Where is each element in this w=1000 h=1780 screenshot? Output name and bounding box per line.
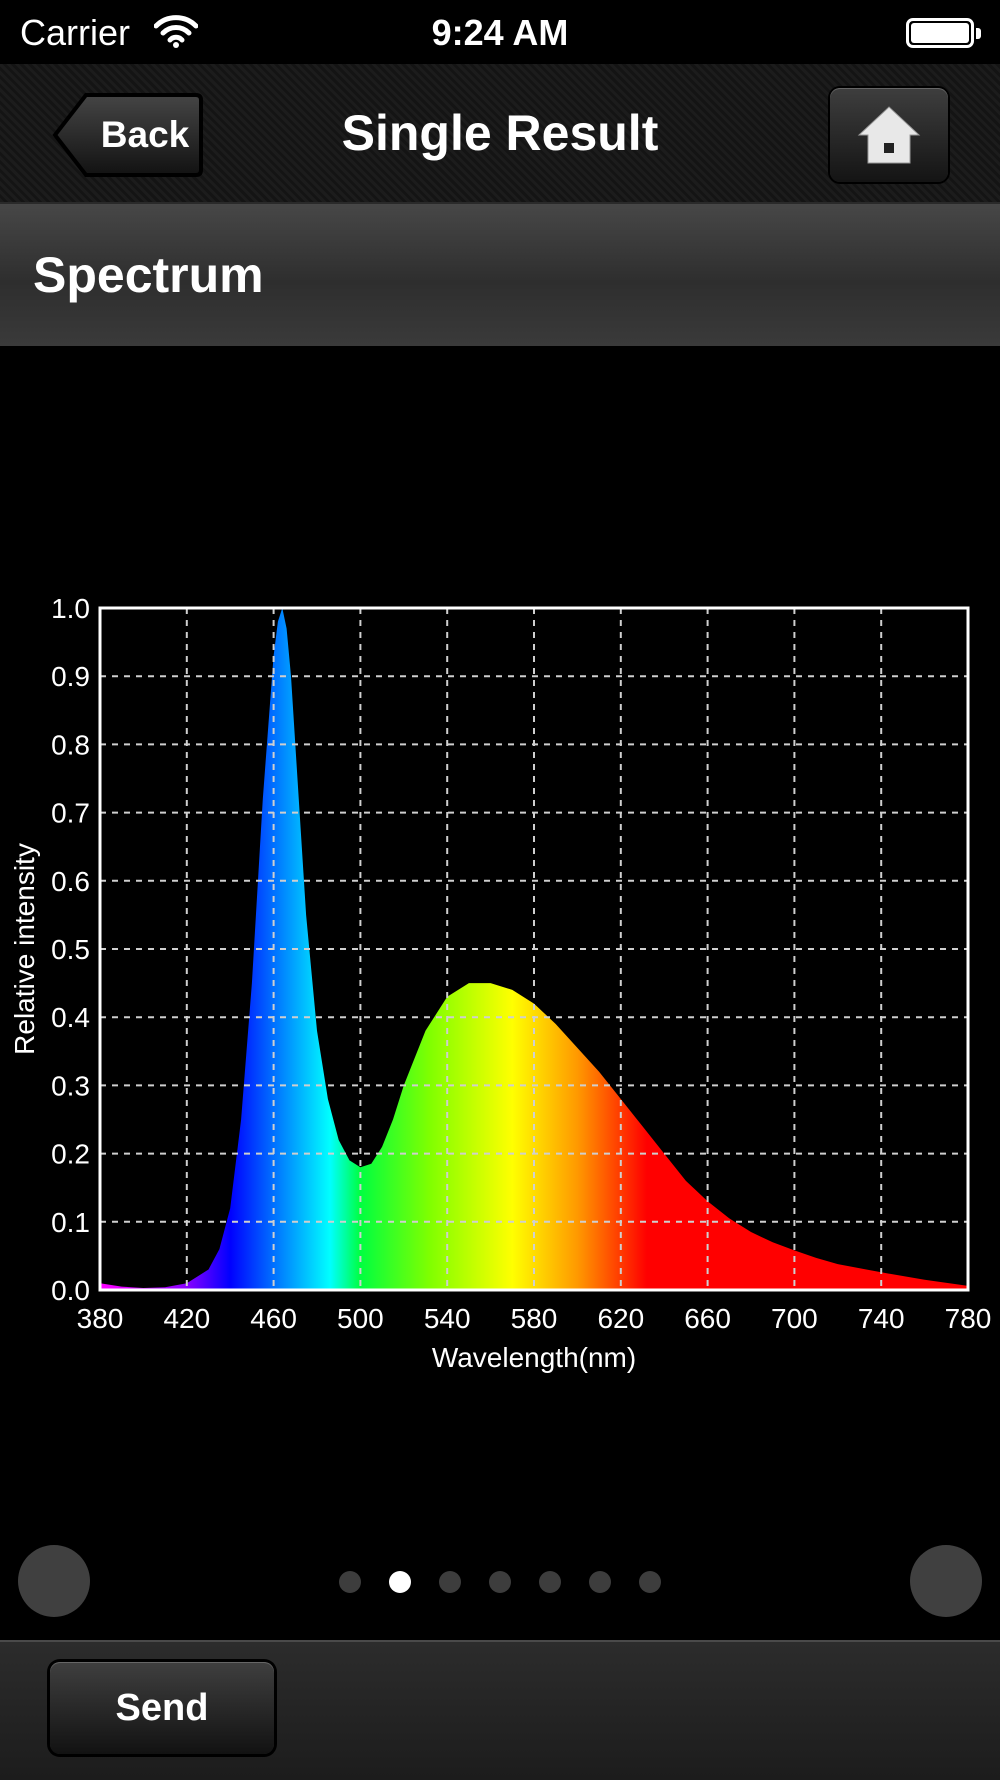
y-tick-label: 0.5	[51, 934, 90, 965]
wifi-icon	[154, 15, 198, 48]
section-header: Spectrum	[0, 204, 1000, 346]
x-tick-label: 500	[337, 1303, 384, 1334]
x-tick-label: 620	[597, 1303, 644, 1334]
page-dot[interactable]	[539, 1571, 561, 1593]
x-tick-label: 740	[858, 1303, 905, 1334]
page-dot[interactable]	[589, 1571, 611, 1593]
y-tick-label: 1.0	[51, 593, 90, 624]
back-button[interactable]: Back	[52, 92, 204, 178]
section-title: Spectrum	[33, 247, 264, 303]
spectrum-area	[100, 608, 968, 1290]
page-title: Single Result	[341, 105, 659, 161]
page-dot[interactable]	[639, 1571, 661, 1593]
page-dot[interactable]	[489, 1571, 511, 1593]
x-tick-label: 460	[250, 1303, 297, 1334]
carrier-label: Carrier	[20, 12, 131, 53]
y-axis-label: Relative intensity	[9, 843, 40, 1055]
page-dot[interactable]	[389, 1571, 411, 1593]
x-tick-label: 380	[77, 1303, 124, 1334]
status-bar: Carrier 9:24 AM	[0, 0, 1000, 64]
y-tick-label: 0.7	[51, 798, 90, 829]
page-dot[interactable]	[339, 1571, 361, 1593]
y-tick-label: 0.4	[51, 1002, 90, 1033]
y-tick-label: 0.2	[51, 1139, 90, 1170]
y-tick-label: 0.9	[51, 661, 90, 692]
home-button[interactable]	[830, 88, 948, 182]
x-tick-label: 540	[424, 1303, 471, 1334]
plot-frame	[98, 606, 970, 1292]
battery-icon	[906, 18, 974, 48]
spectrum-chart: 380 420 460 500 540 580 620 660 700 740 780 0.0 0.1 0…	[0, 580, 1000, 1380]
x-tick-label: 420	[163, 1303, 210, 1334]
x-tick-label: 660	[684, 1303, 731, 1334]
previous-page-button[interactable]	[18, 1545, 90, 1617]
grid-layer	[100, 608, 968, 1290]
bottom-toolbar: Send	[0, 1640, 1000, 1780]
next-page-button[interactable]	[910, 1545, 982, 1617]
send-button[interactable]: Send	[50, 1662, 274, 1754]
navigation-bar: Back Single Result	[0, 64, 1000, 204]
back-button-label: Back	[100, 114, 190, 155]
y-tick-label: 0.8	[51, 729, 90, 760]
y-tick-label: 0.3	[51, 1070, 90, 1101]
back-arrow-shape	[52, 93, 203, 177]
spectrum-area-layer	[100, 608, 968, 1290]
tick-labels: 380 420 460 500 540 580 620 660 700 740 780 0.0 0.1 0…	[51, 593, 991, 1334]
spectrum-chart-svg: 380 420 460 500 540 580 620 660 700 740 780 0.0 0.1 0…	[9, 593, 991, 1373]
x-tick-label: 580	[511, 1303, 558, 1334]
home-icon	[857, 106, 921, 164]
page-dot[interactable]	[439, 1571, 461, 1593]
x-axis-label: Wavelength(nm)	[432, 1342, 636, 1373]
y-tick-label: 0.6	[51, 866, 90, 897]
y-tick-label: 0.0	[51, 1275, 90, 1306]
y-tick-label: 0.1	[51, 1207, 90, 1238]
clock-label: 9:24 AM	[431, 12, 569, 53]
x-tick-label: 700	[771, 1303, 818, 1334]
battery-tip	[976, 28, 981, 39]
x-tick-label: 780	[945, 1303, 992, 1334]
page-indicator[interactable]	[0, 1571, 1000, 1593]
